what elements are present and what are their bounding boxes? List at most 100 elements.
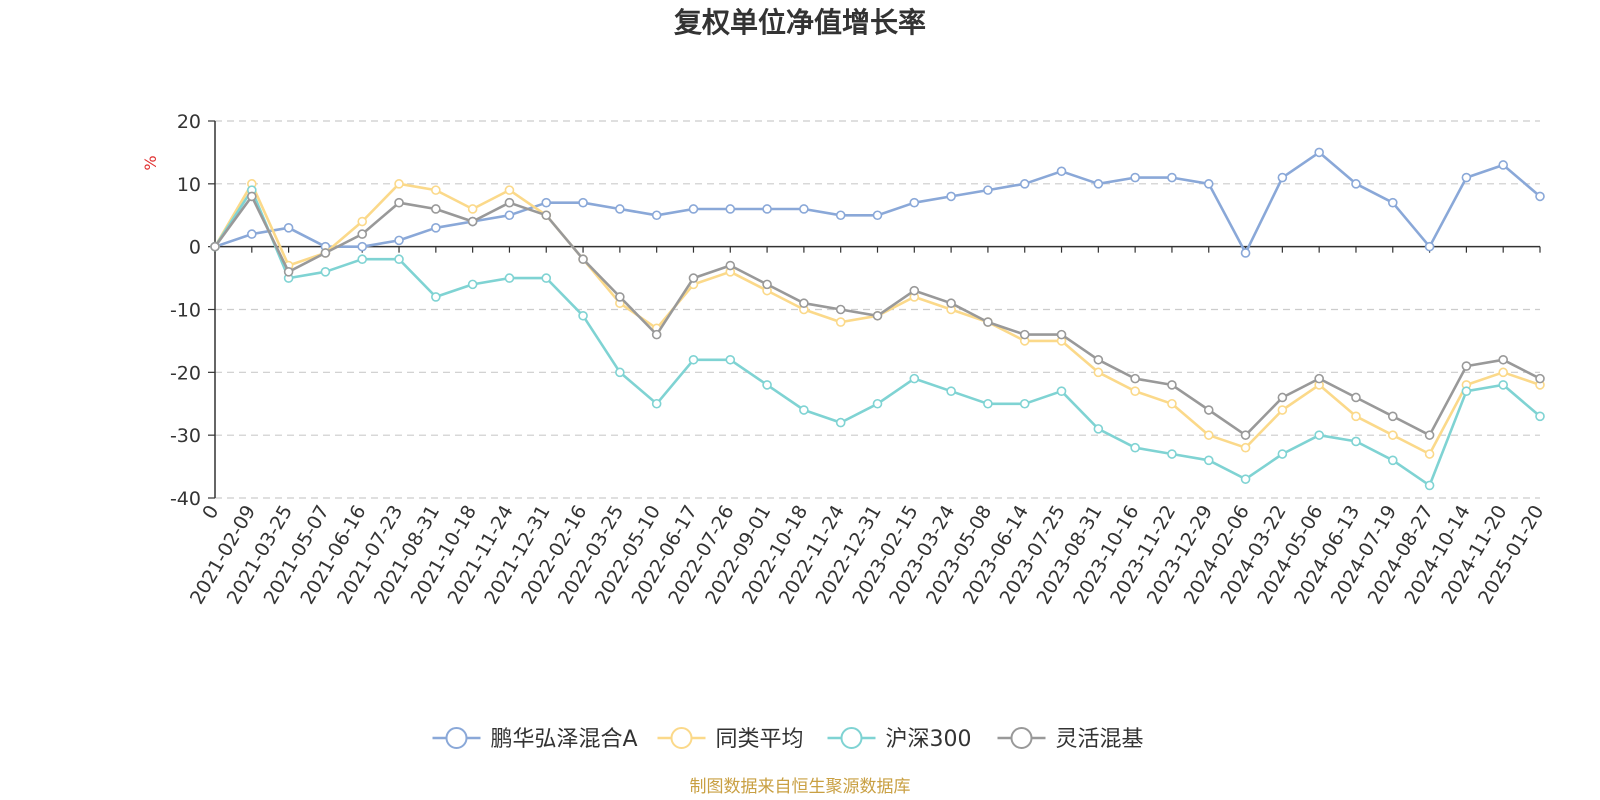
data-point[interactable]: [357, 254, 368, 265]
data-point[interactable]: [431, 292, 441, 302]
data-point[interactable]: [946, 386, 956, 396]
data-point[interactable]: [1387, 430, 1398, 440]
data-point[interactable]: [1351, 392, 1361, 403]
data-point[interactable]: [504, 210, 515, 221]
data-point[interactable]: [1498, 354, 1508, 365]
data-point[interactable]: [1167, 449, 1177, 459]
data-point[interactable]: [1167, 172, 1177, 183]
data-point[interactable]: [835, 417, 846, 428]
data-point[interactable]: [615, 204, 625, 214]
data-point[interactable]: [909, 197, 920, 208]
data-point[interactable]: [578, 310, 588, 321]
data-point[interactable]: [541, 210, 552, 221]
data-point[interactable]: [983, 317, 993, 327]
data-point[interactable]: [762, 380, 772, 390]
data-point[interactable]: [1424, 449, 1435, 459]
data-point[interactable]: [1424, 480, 1435, 491]
data-point[interactable]: [983, 185, 993, 195]
data-point[interactable]: [578, 197, 588, 208]
data-point[interactable]: [1019, 329, 1030, 340]
data-point[interactable]: [615, 292, 625, 302]
data-point[interactable]: [762, 279, 772, 290]
data-point[interactable]: [1387, 197, 1398, 208]
data-point[interactable]: [946, 191, 956, 202]
data-point[interactable]: [1461, 361, 1472, 371]
data-point[interactable]: [983, 398, 993, 409]
data-point[interactable]: [467, 216, 478, 227]
data-point[interactable]: [909, 285, 920, 296]
legend-item-1[interactable]: 同类平均: [657, 727, 804, 752]
data-point[interactable]: [1240, 430, 1251, 440]
data-point[interactable]: [1019, 398, 1030, 409]
data-point[interactable]: [688, 273, 699, 283]
data-point[interactable]: [1203, 430, 1214, 440]
legend-item-0[interactable]: 鹏华弘泽混合A: [432, 727, 638, 752]
data-point[interactable]: [210, 241, 220, 252]
data-point[interactable]: [431, 185, 441, 195]
data-point[interactable]: [357, 241, 368, 252]
legend-item-3[interactable]: 灵活混基: [997, 727, 1144, 752]
data-point[interactable]: [799, 204, 809, 214]
data-point[interactable]: [283, 266, 294, 277]
data-point[interactable]: [1130, 386, 1140, 396]
data-point[interactable]: [1240, 474, 1251, 484]
data-point[interactable]: [1277, 405, 1288, 415]
data-point[interactable]: [1019, 179, 1030, 189]
data-point[interactable]: [283, 223, 294, 233]
data-point[interactable]: [1387, 455, 1398, 466]
data-point[interactable]: [1056, 166, 1067, 177]
data-point[interactable]: [1056, 386, 1067, 396]
data-point[interactable]: [1498, 160, 1508, 170]
data-point[interactable]: [1167, 380, 1177, 390]
data-point[interactable]: [946, 298, 956, 309]
data-point[interactable]: [835, 304, 846, 315]
data-point[interactable]: [1351, 436, 1361, 447]
data-point[interactable]: [467, 279, 478, 290]
data-point[interactable]: [1130, 172, 1140, 183]
data-point[interactable]: [504, 185, 515, 195]
data-point[interactable]: [431, 223, 441, 233]
data-point[interactable]: [541, 197, 552, 208]
data-point[interactable]: [725, 354, 736, 365]
data-point[interactable]: [1130, 373, 1140, 384]
data-point[interactable]: [909, 373, 920, 384]
data-point[interactable]: [1535, 373, 1545, 384]
data-point[interactable]: [1424, 241, 1435, 252]
data-point[interactable]: [1277, 392, 1288, 403]
data-point[interactable]: [1314, 147, 1324, 158]
data-point[interactable]: [688, 354, 699, 365]
data-point[interactable]: [615, 367, 625, 378]
data-point[interactable]: [394, 254, 404, 265]
data-point[interactable]: [799, 298, 809, 309]
data-point[interactable]: [1351, 411, 1361, 422]
data-point[interactable]: [1240, 442, 1251, 453]
legend[interactable]: 鹏华弘泽混合A 同类平均 沪深300 灵活混基: [432, 727, 1144, 752]
data-point[interactable]: [1093, 424, 1104, 434]
data-point[interactable]: [541, 273, 552, 283]
data-point[interactable]: [799, 405, 809, 415]
data-point[interactable]: [1277, 172, 1288, 183]
data-point[interactable]: [1093, 367, 1104, 378]
data-point[interactable]: [394, 235, 404, 246]
data-point[interactable]: [1130, 442, 1140, 453]
data-point[interactable]: [872, 398, 883, 409]
data-point[interactable]: [1093, 179, 1104, 189]
data-point[interactable]: [651, 398, 662, 409]
data-point[interactable]: [762, 204, 772, 214]
data-point[interactable]: [1535, 191, 1545, 202]
data-point[interactable]: [1424, 430, 1435, 440]
data-point[interactable]: [1203, 179, 1214, 189]
data-point[interactable]: [1093, 354, 1104, 365]
data-point[interactable]: [872, 210, 883, 221]
data-point[interactable]: [504, 197, 515, 208]
data-point[interactable]: [1203, 405, 1214, 415]
legend-item-2[interactable]: 沪深300: [827, 727, 972, 752]
data-point[interactable]: [247, 229, 257, 239]
data-point[interactable]: [1461, 172, 1472, 183]
data-point[interactable]: [688, 204, 699, 214]
data-point[interactable]: [431, 204, 441, 214]
data-point[interactable]: [504, 273, 515, 283]
data-point[interactable]: [320, 266, 331, 277]
data-point[interactable]: [835, 317, 846, 327]
data-point[interactable]: [1314, 373, 1324, 384]
